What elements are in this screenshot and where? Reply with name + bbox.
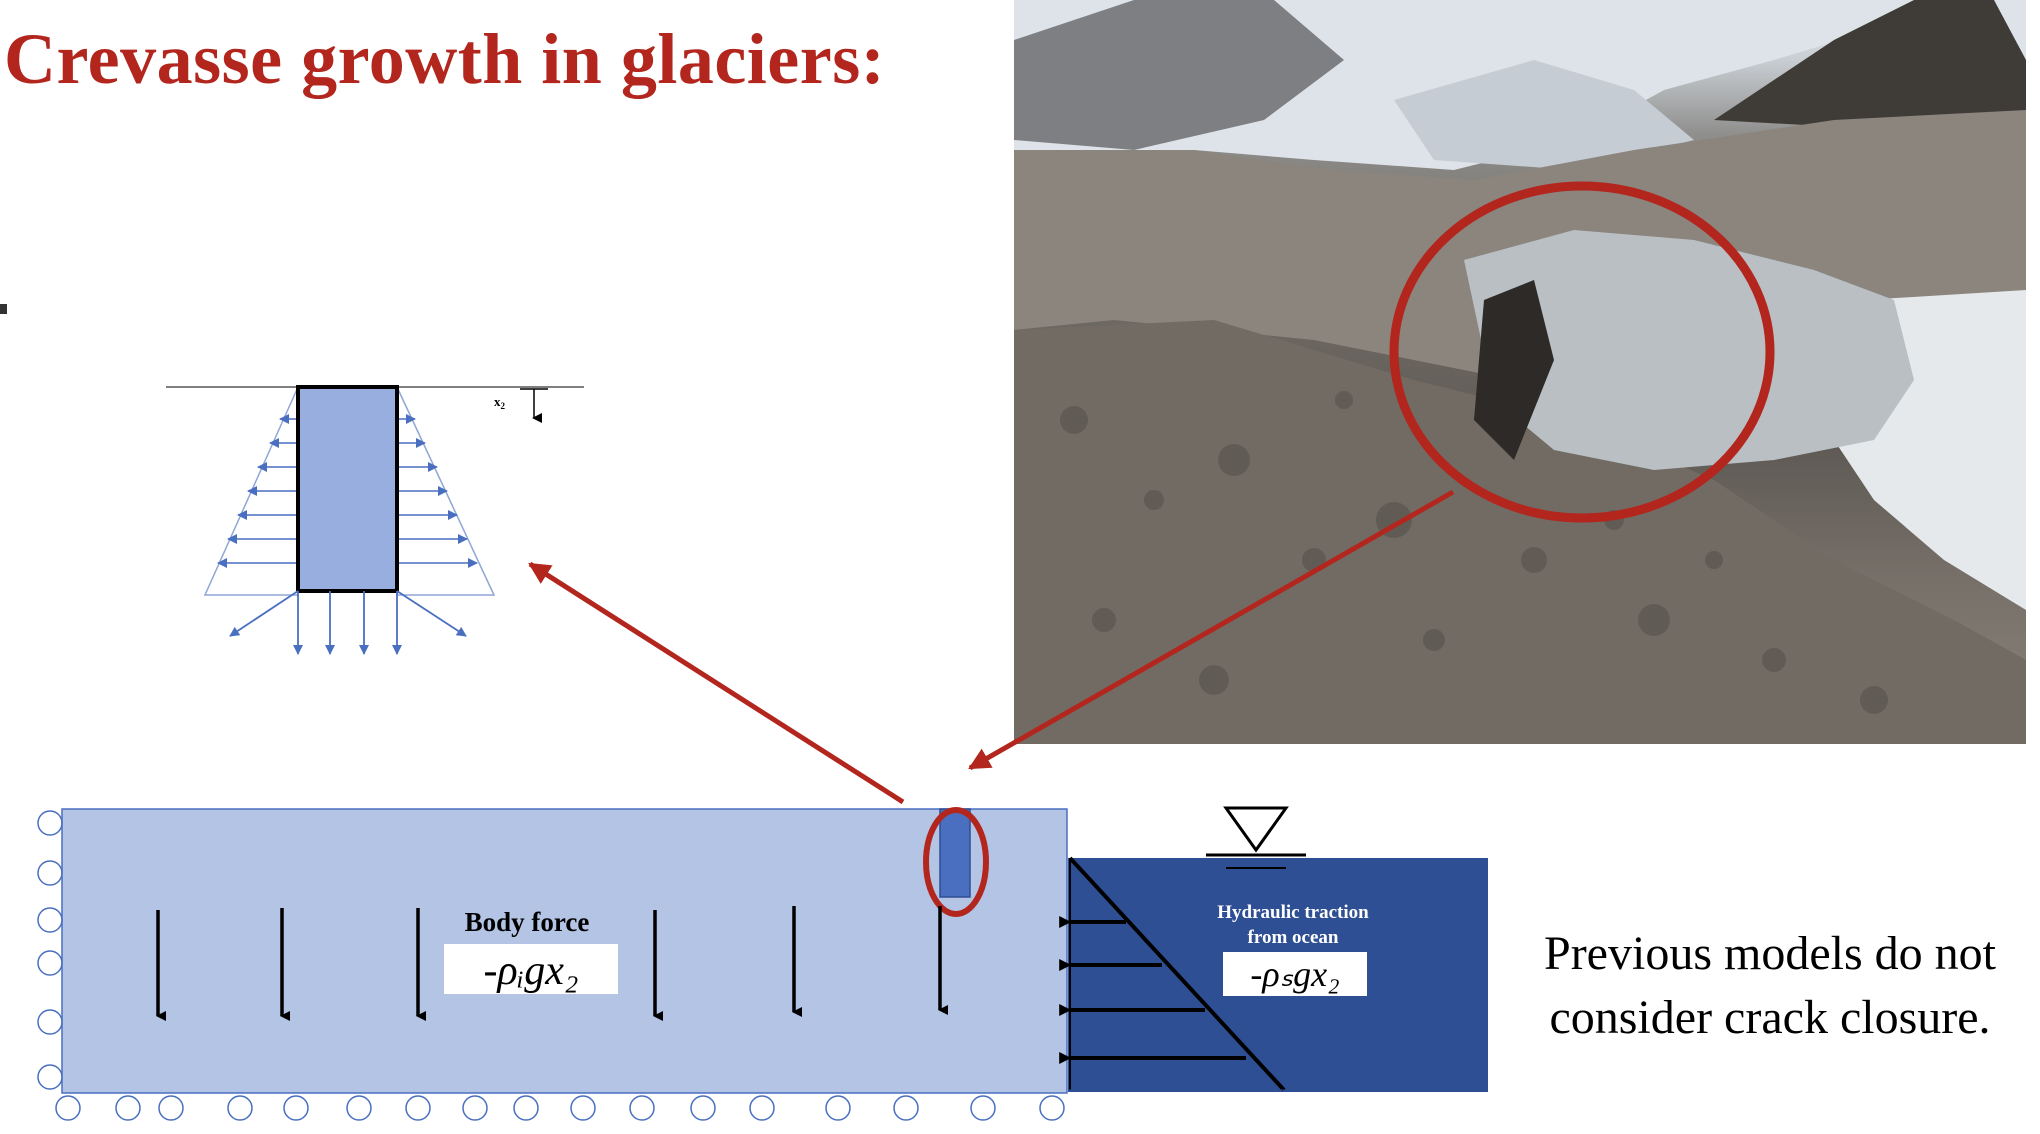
body-force-formula-box xyxy=(444,944,618,994)
water-level-symbol xyxy=(1206,806,1306,869)
ice-cliff xyxy=(1464,230,1914,470)
body-force-label: Body force xyxy=(465,907,590,937)
body-force-formula: -ρᵢgx₂ xyxy=(483,948,578,994)
ocean-traction-arrows xyxy=(1059,916,1246,1064)
ocean-label-line2: from ocean xyxy=(1248,927,1339,948)
glacier-photo xyxy=(1014,0,2026,744)
crevasse-highlight-ellipse xyxy=(1389,181,1775,523)
inset-crack-diagram: x2 xyxy=(166,385,584,655)
inset-right-traction-arrows xyxy=(397,414,478,568)
glacier-photo-illustration xyxy=(1014,0,2026,744)
body-force-arrows xyxy=(156,906,948,1021)
slide-caption: Previous models do not consider crack cl… xyxy=(1544,927,1996,1044)
zoom-arrow-to-inset xyxy=(528,561,905,805)
zoom-arrow-from-photo xyxy=(968,489,1455,771)
ocean-formula: -ρₛgx₂ xyxy=(1250,954,1339,994)
slide-edge-marker xyxy=(0,304,7,314)
bottom-roller-supports xyxy=(55,1095,1065,1121)
dark-peak xyxy=(1714,0,2026,130)
ocean-label-line1: Hydraulic traction xyxy=(1217,902,1369,923)
ocean-pressure-triangle xyxy=(1068,856,1286,1092)
left-roller-supports xyxy=(37,810,63,1090)
inset-tip-arrows xyxy=(229,590,467,655)
inset-crack xyxy=(296,385,399,593)
slide-title: Crevasse growth in glaciers: xyxy=(4,19,886,99)
crevasse-highlight-small xyxy=(923,807,989,917)
inset-x2-axis: x2 xyxy=(494,388,548,423)
glacier-crevasse xyxy=(939,808,971,898)
rock-ridge-left xyxy=(1014,0,1344,150)
inset-axis-label: x2 xyxy=(494,394,506,411)
icefall xyxy=(1394,60,1694,170)
inset-left-traction-arrows xyxy=(217,414,298,568)
ocean-formula-box xyxy=(1223,952,1367,996)
moraine-near xyxy=(1014,320,2026,744)
crevasse-opening xyxy=(1474,280,1554,460)
